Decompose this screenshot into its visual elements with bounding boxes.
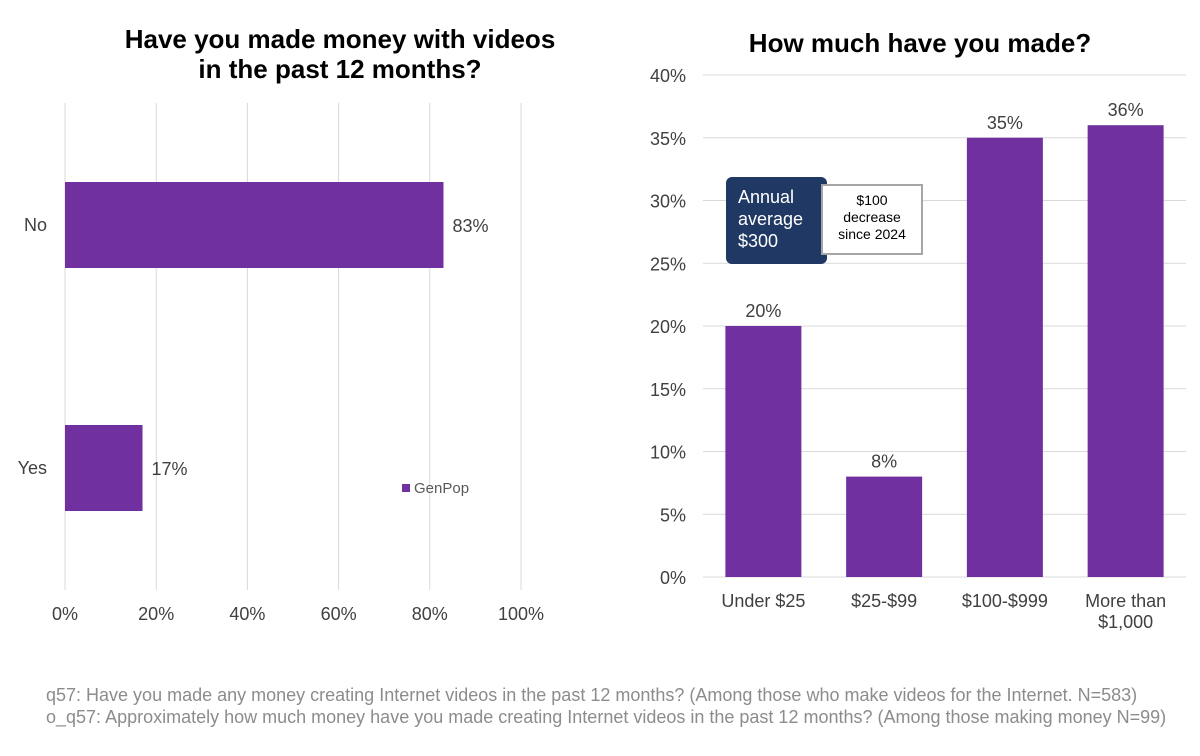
left-x-tick-label: 0% — [52, 604, 78, 624]
right-y-tick-label: 20% — [650, 317, 686, 337]
right-y-tick-label: 30% — [650, 192, 686, 212]
legend-label: GenPop — [414, 480, 469, 497]
right-data-label: 8% — [871, 452, 897, 472]
right-y-tick-label: 35% — [650, 129, 686, 149]
left-x-tick-label: 60% — [321, 604, 357, 624]
right-data-label: 20% — [745, 301, 781, 321]
right-category-label: $25-$99 — [851, 591, 917, 611]
right-y-tick-label: 10% — [650, 443, 686, 463]
right-bar — [846, 476, 923, 577]
right-data-label: 36% — [1108, 100, 1144, 120]
left-x-tick-label: 100% — [498, 604, 544, 624]
left-title-line-1: Have you made money with videos — [124, 24, 556, 54]
left-title-line-2: in the past 12 months? — [198, 54, 482, 84]
left-chart-title: Have you made money with videos in the p… — [60, 24, 620, 84]
right-y-tick-label: 40% — [650, 66, 686, 86]
left-data-label: 83% — [452, 216, 488, 236]
right-y-tick-label: 25% — [650, 254, 686, 274]
right-y-tick-label: 0% — [660, 568, 686, 588]
right-bar — [1087, 125, 1164, 577]
annual-average-line-2: average — [738, 209, 804, 229]
left-bar — [65, 182, 444, 268]
left-category-label: No — [24, 215, 47, 235]
left-data-label: 17% — [152, 459, 188, 479]
annual-average-line-1: Annual — [738, 187, 795, 207]
right-chart-title: How much have you made? — [748, 28, 1092, 58]
right-category-label: More than — [1085, 591, 1166, 611]
legend-swatch — [402, 484, 410, 492]
decrease-callout: $100 decrease since 2024 — [821, 184, 923, 255]
right-y-tick-label: 15% — [650, 380, 686, 400]
left-bar — [65, 425, 143, 511]
right-category-label: Under $25 — [721, 591, 805, 611]
right-bar — [966, 137, 1043, 577]
right-category-label: $1,000 — [1098, 612, 1153, 632]
left-category-label: Yes — [18, 458, 47, 478]
right-data-label: 35% — [987, 113, 1023, 133]
decrease-line-2: decrease — [843, 209, 901, 225]
decrease-line-3: since 2024 — [838, 226, 906, 242]
right-bar — [725, 326, 802, 577]
left-x-tick-label: 80% — [412, 604, 448, 624]
right-y-tick-label: 5% — [660, 505, 686, 525]
annual-average-callout: Annual average $300 — [726, 177, 827, 264]
decrease-line-1: $100 — [856, 192, 888, 208]
footnote: q57: Have you made any money creating In… — [46, 685, 1167, 727]
left-x-tick-label: 40% — [229, 604, 265, 624]
left-x-tick-label: 20% — [138, 604, 174, 624]
charts-canvas: 0% 20% 40% 60% 80% 100% No 83% Yes 17% GenPop 0% 5% 1… — [18, 66, 1186, 632]
right-category-label: $100-$999 — [962, 591, 1048, 611]
annual-average-line-3: $300 — [738, 231, 779, 251]
